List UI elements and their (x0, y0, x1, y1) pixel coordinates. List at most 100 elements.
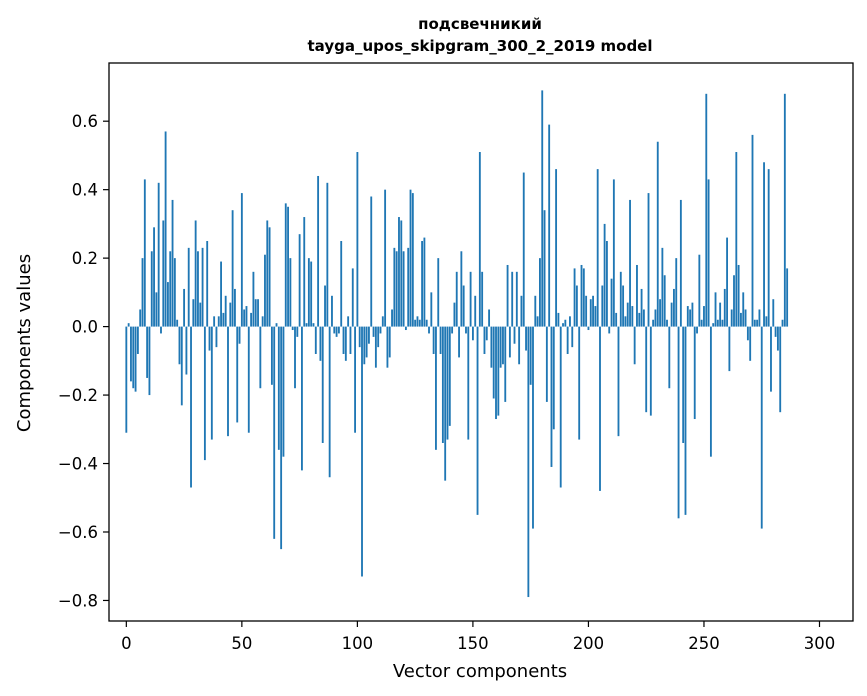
bar (160, 326, 162, 334)
bar (730, 309, 733, 327)
bar (585, 295, 588, 327)
bar (368, 326, 370, 344)
x-axis-ticks: 0 50 100 150 200 250 300 (121, 621, 835, 653)
bar (652, 319, 655, 327)
bar (257, 299, 259, 327)
bar (197, 251, 199, 327)
bar (411, 193, 414, 327)
bar (783, 93, 786, 327)
bar (280, 326, 283, 550)
bar (139, 309, 142, 327)
bar (673, 288, 675, 327)
bar (356, 152, 359, 327)
bar (125, 326, 128, 433)
bar (236, 326, 239, 423)
y-axis-label: Components values (14, 254, 35, 432)
bar (162, 220, 165, 327)
bar (654, 309, 657, 327)
bar (742, 292, 745, 327)
bar (631, 306, 634, 327)
bar (238, 326, 241, 344)
bar (779, 326, 782, 413)
bar (303, 217, 306, 327)
bar (543, 210, 546, 327)
bar (298, 234, 301, 327)
bar (640, 288, 643, 327)
bar (476, 326, 479, 515)
bar (587, 326, 590, 331)
bar (564, 319, 567, 327)
bar (444, 326, 447, 481)
bar (511, 271, 514, 327)
bar (400, 220, 403, 327)
x-tick-label: 300 (804, 634, 836, 653)
bar (136, 326, 139, 354)
bar (254, 299, 257, 327)
bar (437, 258, 440, 327)
bar (559, 326, 562, 488)
bar (592, 295, 594, 327)
bar (638, 312, 641, 327)
bar (714, 292, 717, 327)
bar (670, 302, 673, 327)
bar (314, 326, 317, 354)
bar (217, 316, 220, 327)
bar (224, 295, 227, 327)
bar (721, 319, 724, 327)
bar (474, 295, 477, 327)
bar (504, 326, 507, 402)
bar (467, 326, 470, 440)
bar (229, 302, 232, 327)
bar (703, 306, 705, 327)
bar (455, 271, 458, 327)
bar (275, 323, 278, 327)
bar (550, 326, 553, 467)
bar (395, 251, 398, 327)
bar (719, 302, 722, 327)
bar (208, 326, 211, 351)
bar (488, 309, 491, 327)
bar (478, 152, 481, 327)
bar (289, 258, 292, 327)
bar (312, 323, 315, 327)
bar (150, 251, 153, 327)
bar (127, 323, 130, 327)
bar (545, 326, 548, 402)
bar (250, 312, 253, 327)
bar (391, 309, 393, 327)
bar (582, 268, 585, 327)
bar (365, 326, 368, 358)
bar (709, 326, 712, 457)
bar (222, 312, 225, 327)
bar (776, 326, 779, 351)
bar (642, 309, 645, 327)
bar (469, 271, 472, 327)
bar (497, 326, 500, 416)
bar (541, 90, 544, 327)
bar (451, 326, 454, 334)
bar (277, 326, 280, 450)
bar (483, 326, 486, 354)
bar (594, 306, 597, 327)
bar (328, 326, 331, 478)
bar (608, 326, 611, 334)
bar (548, 124, 551, 327)
bar (767, 169, 770, 327)
bar (194, 220, 197, 327)
bar (668, 326, 671, 389)
bar (691, 302, 694, 327)
bar (333, 326, 336, 334)
bar (347, 316, 350, 327)
bar (414, 319, 417, 327)
bar (432, 326, 435, 354)
bar (499, 326, 502, 368)
bar (624, 316, 627, 327)
bar (518, 326, 521, 365)
bar (266, 220, 269, 327)
bar (532, 326, 534, 529)
bar (384, 189, 387, 327)
bar (294, 326, 296, 389)
bar (760, 326, 763, 529)
bar (774, 326, 777, 337)
bar (321, 326, 324, 443)
